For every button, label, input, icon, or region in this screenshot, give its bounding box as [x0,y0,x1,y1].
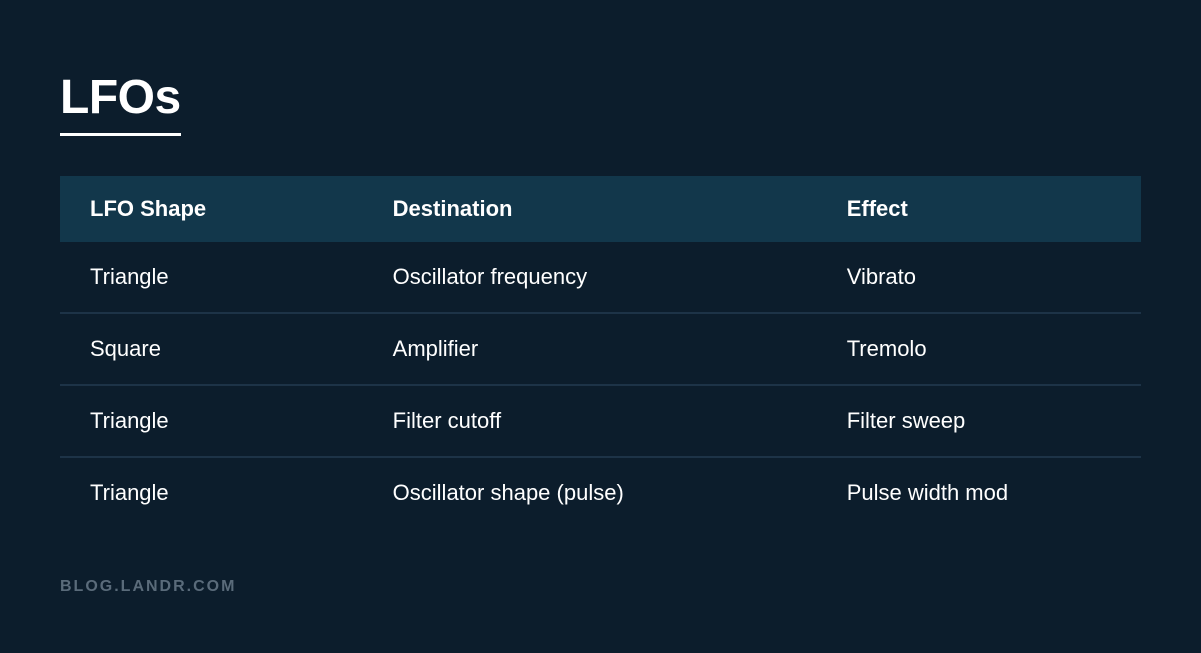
cell-shape: Triangle [60,457,363,528]
cell-effect: Filter sweep [817,385,1141,457]
cell-destination: Oscillator shape (pulse) [363,457,817,528]
cell-shape: Square [60,313,363,385]
lfo-table: LFO Shape Destination Effect Triangle Os… [60,176,1141,528]
table-row: Triangle Oscillator shape (pulse) Pulse … [60,457,1141,528]
table-header-effect: Effect [817,176,1141,242]
table-row: Triangle Filter cutoff Filter sweep [60,385,1141,457]
cell-shape: Triangle [60,385,363,457]
page-title: LFOs [60,70,181,136]
cell-shape: Triangle [60,242,363,313]
table-header-destination: Destination [363,176,817,242]
table-header-shape: LFO Shape [60,176,363,242]
table-row: Square Amplifier Tremolo [60,313,1141,385]
table-row: Triangle Oscillator frequency Vibrato [60,242,1141,313]
cell-effect: Vibrato [817,242,1141,313]
table-header-row: LFO Shape Destination Effect [60,176,1141,242]
cell-effect: Tremolo [817,313,1141,385]
cell-effect: Pulse width mod [817,457,1141,528]
cell-destination: Amplifier [363,313,817,385]
cell-destination: Oscillator frequency [363,242,817,313]
footer-attribution: BLOG.LANDR.COM [60,578,1141,596]
cell-destination: Filter cutoff [363,385,817,457]
